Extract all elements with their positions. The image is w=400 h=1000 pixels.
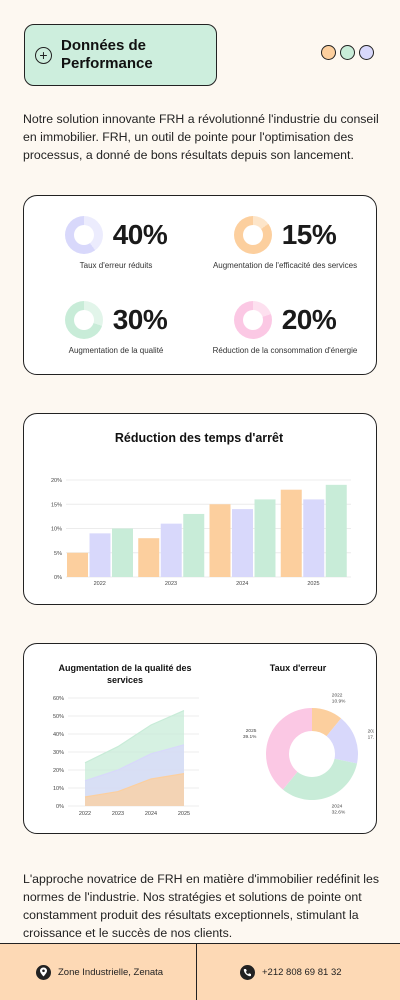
y-tick-label: 0% — [54, 575, 62, 581]
y-tick-label: 50% — [53, 714, 64, 720]
stats-card: 40% Taux d'erreur réduits 15% Augmentati… — [23, 195, 377, 375]
phone-icon — [240, 964, 255, 980]
stat-value: 30% — [112, 304, 168, 335]
stat-value: 20% — [281, 304, 337, 335]
series-line — [84, 744, 185, 782]
stat-quality: 30% Augmentation de la qualité — [36, 301, 196, 356]
page-header: + Données de Performance — [24, 24, 217, 86]
closing-paragraph: L'approche novatrice de FRH en matière d… — [23, 872, 380, 940]
bar — [160, 523, 182, 577]
downtime-chart-card: Réduction des temps d'arrêt 0% 5% 10% 15% 20… — [23, 413, 377, 605]
slice-percent-label: 32.6% — [332, 810, 346, 816]
stat-error-rate: 40% Taux d'erreur réduits — [36, 216, 196, 271]
y-tick-label: 20% — [53, 768, 64, 774]
bar — [112, 528, 133, 577]
slice-year-label: 2022 — [332, 692, 343, 698]
x-tick-label: 2022 — [94, 581, 106, 587]
plus-icon: + — [35, 46, 52, 64]
downtime-bar-chart: Réduction des temps d'arrêt 0% 5% 10% 15% 20… — [51, 431, 351, 587]
bar — [280, 489, 302, 577]
y-tick-label: 0% — [56, 804, 64, 810]
pie-slice — [282, 758, 358, 800]
stat-value: 40% — [112, 219, 168, 250]
x-tick-label: 2024 — [145, 811, 157, 817]
stat-label: Augmentation de l'efficacité des service… — [212, 261, 358, 270]
bar — [67, 552, 88, 577]
y-tick-label: 5% — [54, 551, 62, 557]
y-tick-label: 15% — [51, 502, 62, 508]
series-line — [84, 710, 185, 764]
location-pin-icon — [36, 964, 51, 980]
y-tick-label: 60% — [53, 696, 64, 702]
y-tick-label: 30% — [53, 750, 64, 756]
stat-label: Réduction de la consommation d'énergie — [212, 346, 358, 355]
bar — [183, 513, 205, 577]
stat-energy: 20% Réduction de la consommation d'énerg… — [205, 301, 365, 356]
bar — [303, 499, 325, 577]
bar — [325, 484, 347, 577]
stat-label: Augmentation de la qualité — [68, 346, 164, 355]
decorative-dots — [321, 45, 374, 60]
x-tick-label: 2025 — [307, 581, 319, 587]
x-tick-label: 2024 — [236, 581, 248, 587]
pie-slice — [326, 718, 358, 764]
stat-efficiency: 15% Augmentation de l'efficacité des ser… — [205, 216, 365, 271]
dot-orange — [321, 45, 336, 60]
bar — [89, 533, 111, 577]
stat-donut — [233, 301, 272, 339]
quality-area-chart: Augmentation de la qualité des services … — [53, 663, 199, 817]
page-title: Données de Performance — [61, 37, 153, 72]
pie-slice — [312, 708, 342, 737]
slice-percent-label: 10.9% — [332, 698, 346, 704]
intro-paragraph: Notre solution innovante FRH a révolutio… — [23, 112, 379, 162]
address-text: Zone Industrielle, Zenata — [58, 966, 164, 978]
phone-item: +212 808 69 81 32 — [196, 944, 400, 1000]
stat-donut — [64, 216, 103, 254]
x-tick-label: 2022 — [79, 811, 91, 817]
phone-text: +212 808 69 81 32 — [262, 966, 342, 978]
stat-donut — [233, 216, 272, 254]
y-tick-label: 10% — [53, 786, 64, 792]
y-tick-label: 10% — [51, 527, 62, 533]
area-series — [85, 773, 184, 806]
y-tick-label: 40% — [53, 732, 64, 738]
x-tick-label: 2025 — [178, 811, 190, 817]
pie-slice — [266, 708, 312, 790]
y-tick-label: 20% — [51, 478, 62, 484]
chart-title-line1: Augmentation de la qualité des — [58, 663, 191, 673]
slice-year-label: 2025 — [246, 728, 257, 734]
bar — [254, 499, 276, 577]
chart-title: Taux d'erreur — [270, 663, 327, 673]
bar — [232, 509, 253, 577]
slice-year-label: 2024 — [332, 804, 343, 810]
stat-donut — [64, 301, 103, 339]
contact-bar: Zone Industrielle, Zenata +212 808 69 81… — [0, 943, 400, 1000]
stat-value: 15% — [281, 219, 337, 250]
bar — [209, 504, 231, 577]
x-tick-label: 2023 — [112, 811, 124, 817]
dot-lavender — [359, 45, 374, 60]
slice-year-label: 2023 — [368, 728, 374, 734]
slice-percent-label: 17.4% — [368, 734, 374, 740]
chart-title-line2: services — [107, 675, 143, 685]
stat-label: Taux d'erreur réduits — [79, 261, 153, 270]
quality-error-card: Augmentation de la qualité des services … — [23, 643, 377, 834]
dot-green — [340, 45, 355, 60]
bar — [138, 538, 160, 577]
chart-title: Réduction des temps d'arrêt — [115, 431, 284, 445]
x-tick-label: 2023 — [165, 581, 177, 587]
slice-percent-label: 39.1% — [243, 734, 257, 740]
address-item: Zone Industrielle, Zenata — [0, 944, 196, 1000]
series-line — [84, 773, 185, 798]
